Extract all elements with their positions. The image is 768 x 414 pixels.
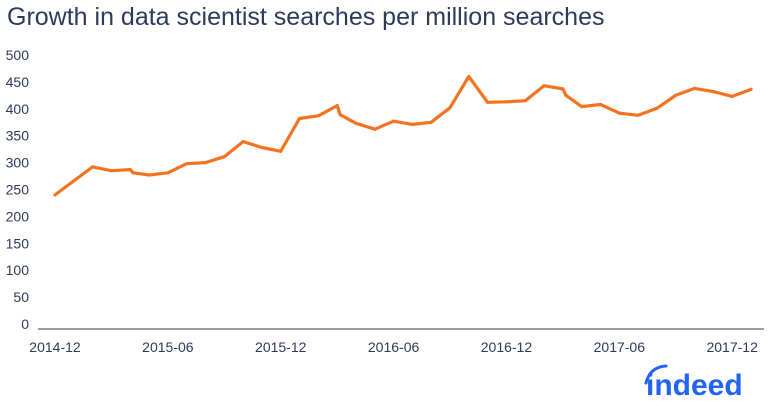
data-point <box>166 171 170 175</box>
y-axis-ticks: 0 50 100 150 200 250 300 350 400 450 500 <box>6 47 30 332</box>
data-point <box>674 93 678 97</box>
data-point <box>373 127 377 131</box>
data-point <box>392 119 396 123</box>
x-axis: 2014-12 2015-06 2015-12 2016-06 2016-12 2017-… <box>29 328 764 355</box>
logo-text: indeed <box>646 369 743 402</box>
series-line <box>53 74 753 197</box>
data-point <box>564 93 568 97</box>
data-point <box>598 102 603 107</box>
y-tick-label: 300 <box>6 155 30 171</box>
data-point <box>260 145 264 150</box>
data-point <box>429 120 433 124</box>
y-tick-label: 250 <box>6 182 30 198</box>
y-tick-label: 200 <box>6 208 30 224</box>
data-point <box>131 171 135 175</box>
data-point <box>617 111 621 115</box>
data-point <box>486 100 490 104</box>
x-tick-label: 2014-12 <box>29 339 81 355</box>
data-point <box>185 162 189 166</box>
y-tick-label: 400 <box>6 101 30 117</box>
data-point <box>222 155 226 159</box>
data-point <box>128 168 132 172</box>
data-point <box>636 113 640 117</box>
data-point <box>279 149 283 153</box>
x-tick-label: 2016-06 <box>368 339 420 355</box>
data-point <box>580 105 584 109</box>
y-tick-label: 500 <box>6 47 30 63</box>
data-point <box>335 104 339 108</box>
data-point <box>693 86 697 90</box>
chart-title: Growth in data scientist searches per mi… <box>7 3 605 31</box>
data-point <box>297 116 302 121</box>
data-point <box>354 121 358 125</box>
data-point <box>542 84 546 88</box>
data-point <box>730 94 734 98</box>
y-tick-label: 100 <box>6 262 30 278</box>
data-point <box>448 106 452 110</box>
x-tick-label: 2015-06 <box>142 339 194 355</box>
data-point <box>655 106 659 110</box>
data-point <box>241 140 245 144</box>
data-point <box>749 87 753 91</box>
x-tick-label: 2015-12 <box>255 339 307 355</box>
data-point <box>467 74 471 79</box>
data-point <box>72 179 76 183</box>
data-point <box>523 99 527 103</box>
data-point <box>91 165 95 169</box>
data-point <box>711 90 716 94</box>
data-point <box>561 87 565 91</box>
y-tick-label: 350 <box>6 128 30 144</box>
indeed-logo: indeed <box>644 363 756 408</box>
data-point <box>316 114 320 118</box>
y-tick-label: 0 <box>21 316 29 332</box>
y-tick-label: 150 <box>6 235 30 251</box>
y-tick-label: 50 <box>13 289 29 305</box>
x-tick-label: 2016-12 <box>481 339 533 355</box>
data-point <box>203 161 208 165</box>
data-point <box>109 169 113 173</box>
series-group <box>53 74 753 197</box>
x-tick-label: 2017-12 <box>706 339 758 355</box>
data-point <box>410 122 414 126</box>
data-point <box>338 113 342 117</box>
data-point <box>147 173 151 177</box>
data-point <box>53 193 57 197</box>
data-point <box>504 100 509 104</box>
x-tick-label: 2017-06 <box>594 339 646 355</box>
y-tick-label: 450 <box>6 74 30 90</box>
